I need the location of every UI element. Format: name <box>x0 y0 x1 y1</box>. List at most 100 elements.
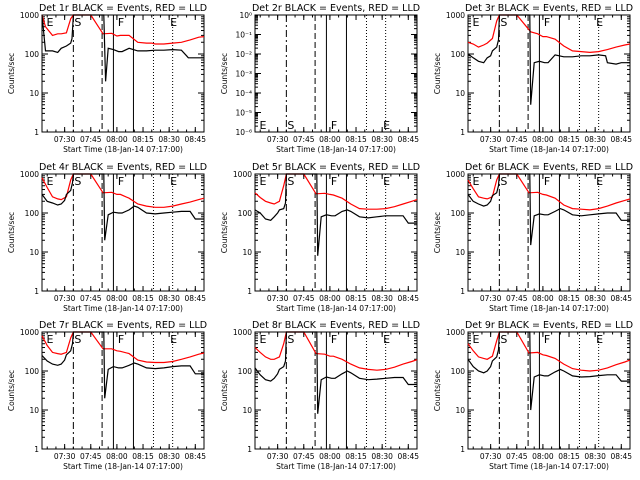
x-tick-label: 07:45 <box>80 135 102 144</box>
events-series-line <box>41 331 204 399</box>
plot-frame <box>254 331 418 450</box>
x-tick-label: 08:45 <box>397 135 419 144</box>
y-axis-label: Counts/sec <box>433 53 442 94</box>
x-tick-label: 08:30 <box>584 294 606 303</box>
chart-panel-1: Det 1r BLACK = Events, RED = LLD 1 10 100 10… <box>7 3 207 154</box>
x-tick-label: 08:45 <box>397 294 419 303</box>
y-tick-label: 1000 <box>233 170 252 179</box>
x-tick-label: 08:15 <box>132 294 154 303</box>
event-marker-s: S <box>74 16 81 29</box>
x-tick-label: 07:45 <box>506 452 528 461</box>
event-marker-e: E <box>46 175 53 188</box>
chart-title: Det 6r BLACK = Events, RED = LLD <box>465 162 633 173</box>
x-tick-label: 08:15 <box>132 135 154 144</box>
x-tick-label: 07:45 <box>80 294 102 303</box>
event-marker-e: E <box>259 333 266 346</box>
lld-series-line <box>41 173 205 208</box>
x-tick-label: 07:30 <box>267 452 289 461</box>
chart-panel-9: Det 9r BLACK = Events, RED = LLD 1 10 100 10… <box>433 320 633 471</box>
event-marker-f: F <box>544 16 550 29</box>
x-tick-label: 08:30 <box>584 452 606 461</box>
x-tick-label: 08:00 <box>319 452 341 461</box>
x-tick-label: 08:15 <box>558 135 580 144</box>
x-tick-label: 08:15 <box>558 294 580 303</box>
event-marker-e: E <box>170 175 177 188</box>
lld-series-line <box>467 14 631 54</box>
event-marker-s: S <box>500 16 507 29</box>
x-tick-label: 08:30 <box>584 135 606 144</box>
event-marker-e: E <box>170 16 177 29</box>
y-tick-label: 10 <box>29 89 39 98</box>
y-tick-label: 100 <box>25 209 40 218</box>
event-marker-f: F <box>331 119 337 132</box>
x-tick-label: 08:30 <box>371 294 393 303</box>
chart-title: Det 7r BLACK = Events, RED = LLD <box>39 320 207 331</box>
event-marker-s: S <box>287 119 294 132</box>
y-tick-label: 1 <box>460 445 465 454</box>
y-tick-label: 1 <box>247 445 252 454</box>
plot-frame <box>467 14 631 133</box>
event-marker-f: F <box>118 333 124 346</box>
plot-frame <box>467 173 631 292</box>
x-tick-label: 08:45 <box>397 452 419 461</box>
x-tick-label: 07:30 <box>480 135 502 144</box>
x-tick-label: 08:00 <box>319 135 341 144</box>
event-marker-s: S <box>287 175 294 188</box>
x-tick-label: 07:45 <box>293 135 315 144</box>
plot-frame <box>254 14 418 133</box>
y-tick-label: 100 <box>25 367 40 376</box>
event-marker-e: E <box>46 333 53 346</box>
x-axis-label: Start Time (18-Jan-14 07:17:00) <box>276 462 396 471</box>
event-marker-e: E <box>596 16 603 29</box>
events-series-line <box>41 14 204 82</box>
y-tick-label: 10⁻⁶ <box>235 128 252 137</box>
x-tick-label: 08:00 <box>532 452 554 461</box>
x-tick-label: 07:45 <box>293 294 315 303</box>
chart-title: Det 2r BLACK = Events, RED = LLD <box>252 3 420 14</box>
x-axis-label: Start Time (18-Jan-14 07:17:00) <box>489 304 609 313</box>
x-tick-label: 08:15 <box>345 294 367 303</box>
x-tick-label: 07:45 <box>293 452 315 461</box>
y-tick-label: 10 <box>455 248 465 257</box>
chart-panel-8: Det 8r BLACK = Events, RED = LLD 1 10 100 10… <box>220 320 420 471</box>
y-axis-label: Counts/sec <box>7 53 16 94</box>
events-series-line <box>467 331 630 411</box>
y-tick-label: 10⁻⁵ <box>235 109 252 118</box>
y-tick-label: 1000 <box>446 328 465 337</box>
event-marker-e: E <box>472 333 479 346</box>
x-tick-label: 08:15 <box>558 452 580 461</box>
chart-panel-7: Det 7r BLACK = Events, RED = LLD 1 10 100 10… <box>7 320 207 471</box>
plot-frame <box>41 331 205 450</box>
events-series-line <box>254 173 417 256</box>
chart-panel-3: Det 3r BLACK = Events, RED = LLD 1 10 100 10… <box>433 3 633 154</box>
x-tick-label: 08:30 <box>158 294 180 303</box>
y-tick-label: 1000 <box>20 328 39 337</box>
chart-panel-2: Det 2r BLACK = Events, RED = LLD 10⁻⁶ 10⁻⁵… <box>220 3 420 154</box>
x-tick-label: 08:30 <box>371 452 393 461</box>
event-marker-e: E <box>170 333 177 346</box>
y-tick-label: 1 <box>460 287 465 296</box>
x-axis-label: Start Time (18-Jan-14 07:17:00) <box>276 304 396 313</box>
y-tick-label: 100 <box>25 50 40 59</box>
x-axis-label: Start Time (18-Jan-14 07:17:00) <box>63 462 183 471</box>
x-axis-label: Start Time (18-Jan-14 07:17:00) <box>489 145 609 154</box>
x-axis-label: Start Time (18-Jan-14 07:17:00) <box>489 462 609 471</box>
y-axis-label: Counts/sec <box>433 212 442 253</box>
y-tick-label: 10 <box>455 406 465 415</box>
x-axis-label: Start Time (18-Jan-14 07:17:00) <box>63 304 183 313</box>
y-tick-label: 10 <box>242 406 252 415</box>
y-axis-label: Counts/sec <box>7 370 16 411</box>
event-marker-s: S <box>74 333 81 346</box>
x-tick-label: 08:00 <box>532 294 554 303</box>
event-marker-f: F <box>544 333 550 346</box>
y-tick-label: 1000 <box>446 170 465 179</box>
lld-series-line <box>254 173 418 210</box>
event-marker-e: E <box>46 16 53 29</box>
y-tick-label: 1000 <box>20 170 39 179</box>
event-marker-e: E <box>472 175 479 188</box>
event-marker-e: E <box>472 16 479 29</box>
event-marker-e: E <box>383 175 390 188</box>
y-tick-label: 10 <box>242 248 252 257</box>
x-axis-label: Start Time (18-Jan-14 07:17:00) <box>63 145 183 154</box>
event-marker-s: S <box>500 175 507 188</box>
